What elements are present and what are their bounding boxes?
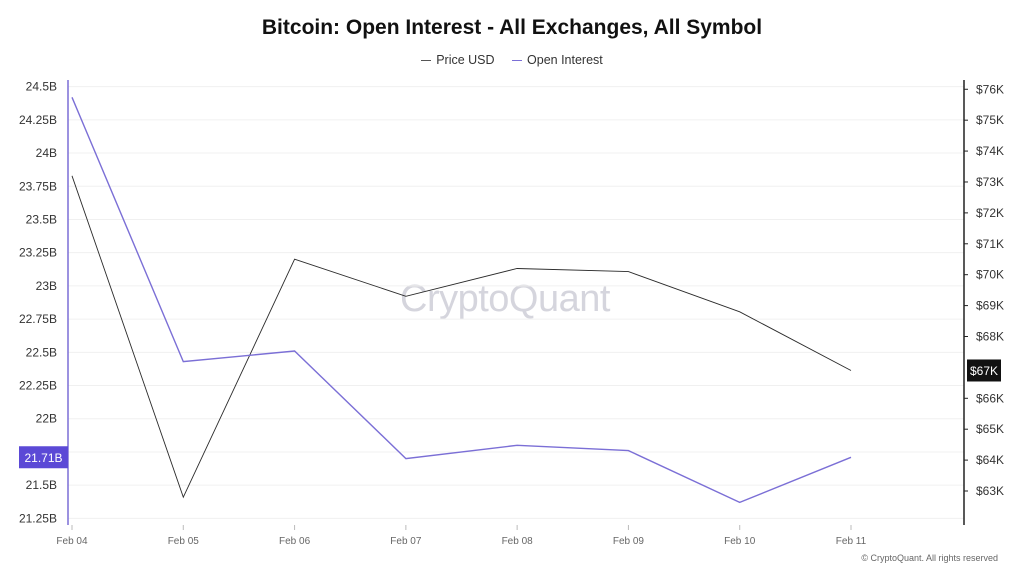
x-tick-label: Feb 09 (613, 536, 645, 547)
left-tick-label: 23.25B (19, 246, 57, 260)
legend-label-open-interest: Open Interest (527, 53, 603, 68)
legend-item-open-interest[interactable]: Open Interest (512, 53, 603, 67)
chart-title: Bitcoin: Open Interest - All Exchanges, … (261, 16, 763, 39)
left-tick-label: 21.5B (26, 478, 57, 492)
right-tick-label: $64K (976, 453, 1004, 467)
left-tick-label: 21.25B (19, 511, 57, 525)
right-tick-label: $73K (976, 175, 1004, 189)
right-tick-label: $63K (976, 484, 1004, 498)
x-tick-label: Feb 07 (390, 536, 422, 547)
series-layer (71, 97, 852, 504)
left-tick-label: 23.5B (26, 212, 57, 226)
right-current-value-badge (967, 359, 1001, 382)
footer-copyright: © CryptoQuant. All rights reserved (861, 553, 998, 563)
x-tick-label: Feb 05 (168, 536, 200, 547)
left-tick-label: 24.5B (26, 80, 57, 94)
left-tick-label: 22B (36, 412, 57, 426)
legend-swatch-open-interest (512, 59, 523, 61)
right-tick-label: $71K (976, 237, 1004, 251)
right-axis-ticks: $76K $75K $74K $73K $72K $71K $70K $69K $68K $66K… (964, 82, 1004, 498)
left-tick-label: 22.5B (26, 345, 57, 359)
legend: Price USD Open Interest (0, 50, 1024, 67)
right-tick-label: $65K (976, 422, 1004, 436)
right-current-value-label: $67K (970, 364, 998, 378)
left-current-value-label: 21.71B (24, 451, 62, 465)
grid-lines (68, 86, 964, 519)
right-tick-label: $70K (976, 268, 1004, 282)
left-current-value-badge (19, 446, 68, 469)
left-tick-label: 22.25B (19, 379, 57, 393)
left-tick-label: 24B (36, 146, 57, 160)
x-tick-label: Feb 04 (56, 536, 88, 547)
legend-swatch-price (421, 59, 432, 61)
open-interest-line (71, 97, 852, 504)
current-value-labels: 21.71B $67K (19, 359, 1001, 469)
left-tick-label: 23B (36, 279, 57, 293)
left-tick-label: 22.75B (19, 312, 57, 326)
watermark: CryptoQuant (400, 278, 610, 320)
right-tick-label: $66K (976, 391, 1004, 405)
right-tick-label: $75K (976, 113, 1004, 127)
x-tick-label: Feb 06 (279, 536, 311, 547)
right-tick-label: $74K (976, 144, 1004, 158)
left-tick-label: 23.75B (19, 179, 57, 193)
legend-item-price[interactable]: Price USD (421, 53, 495, 68)
left-tick-label: 24.25B (19, 113, 57, 127)
x-axis-ticks: Feb 04 Feb 05 Feb 06 Feb 07 Feb 08 Feb 09 Feb … (56, 525, 867, 547)
price-usd-line (71, 175, 852, 499)
x-tick-label: Feb 11 (836, 536, 867, 547)
right-tick-label: $69K (976, 299, 1004, 313)
x-tick-label: Feb 10 (724, 536, 756, 547)
left-axis-ticks: 24.5B 24.25B 24B 23.75B 23.5B 23.25B 23B 22.75B… (19, 80, 57, 526)
x-tick-label: Feb 08 (502, 536, 534, 547)
right-tick-label: $76K (976, 82, 1004, 96)
right-tick-label: $68K (976, 329, 1004, 343)
legend-label-price: Price USD (436, 53, 495, 68)
right-tick-label: $72K (976, 206, 1004, 220)
